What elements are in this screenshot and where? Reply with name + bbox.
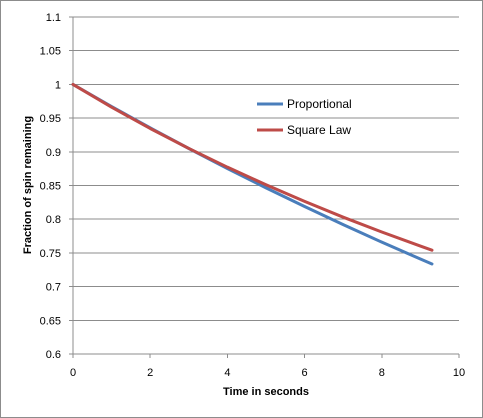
legend-label-square-law: Square Law: [287, 123, 351, 137]
y-tick-label: 0.7: [46, 282, 61, 294]
y-axis-title: Fraction of spin remaining: [22, 116, 34, 254]
y-tick-label: 0.8: [46, 214, 61, 226]
gridlines: [73, 16, 459, 321]
y-tick-label: 0.9: [46, 147, 61, 159]
x-tick-label: 2: [147, 367, 153, 379]
series-line-square-law: [71, 82, 434, 252]
axes: [69, 16, 460, 358]
y-tick-label: 0.75: [40, 248, 61, 260]
y-tick-label: 0.65: [40, 315, 61, 327]
y-tick-label: 0.95: [40, 113, 61, 125]
y-tick-label: 1: [55, 79, 61, 91]
x-tick-label: 0: [70, 367, 76, 379]
y-tick-label: 1.1: [46, 12, 61, 24]
tick-labels: 0.6 0.65 0.7 0.75 0.8 0.85 0.9 0.95 1 1.05 1.1 0 2 4 6…: [40, 12, 466, 379]
y-tick-label: 1.05: [40, 46, 61, 58]
series-lines: [71, 82, 434, 266]
y-tick-label: 0.85: [40, 181, 61, 193]
x-axis-title: Time in seconds: [223, 386, 309, 398]
legend: Proportional Square Law: [257, 97, 352, 137]
x-tick-label: 10: [453, 367, 465, 379]
y-tick-label: 0.6: [46, 349, 61, 361]
x-tick-label: 8: [379, 367, 385, 379]
x-tick-label: 4: [224, 367, 230, 379]
series-line-proportional: [71, 82, 434, 266]
x-tick-label: 6: [302, 367, 308, 379]
legend-label-proportional: Proportional: [287, 97, 352, 111]
